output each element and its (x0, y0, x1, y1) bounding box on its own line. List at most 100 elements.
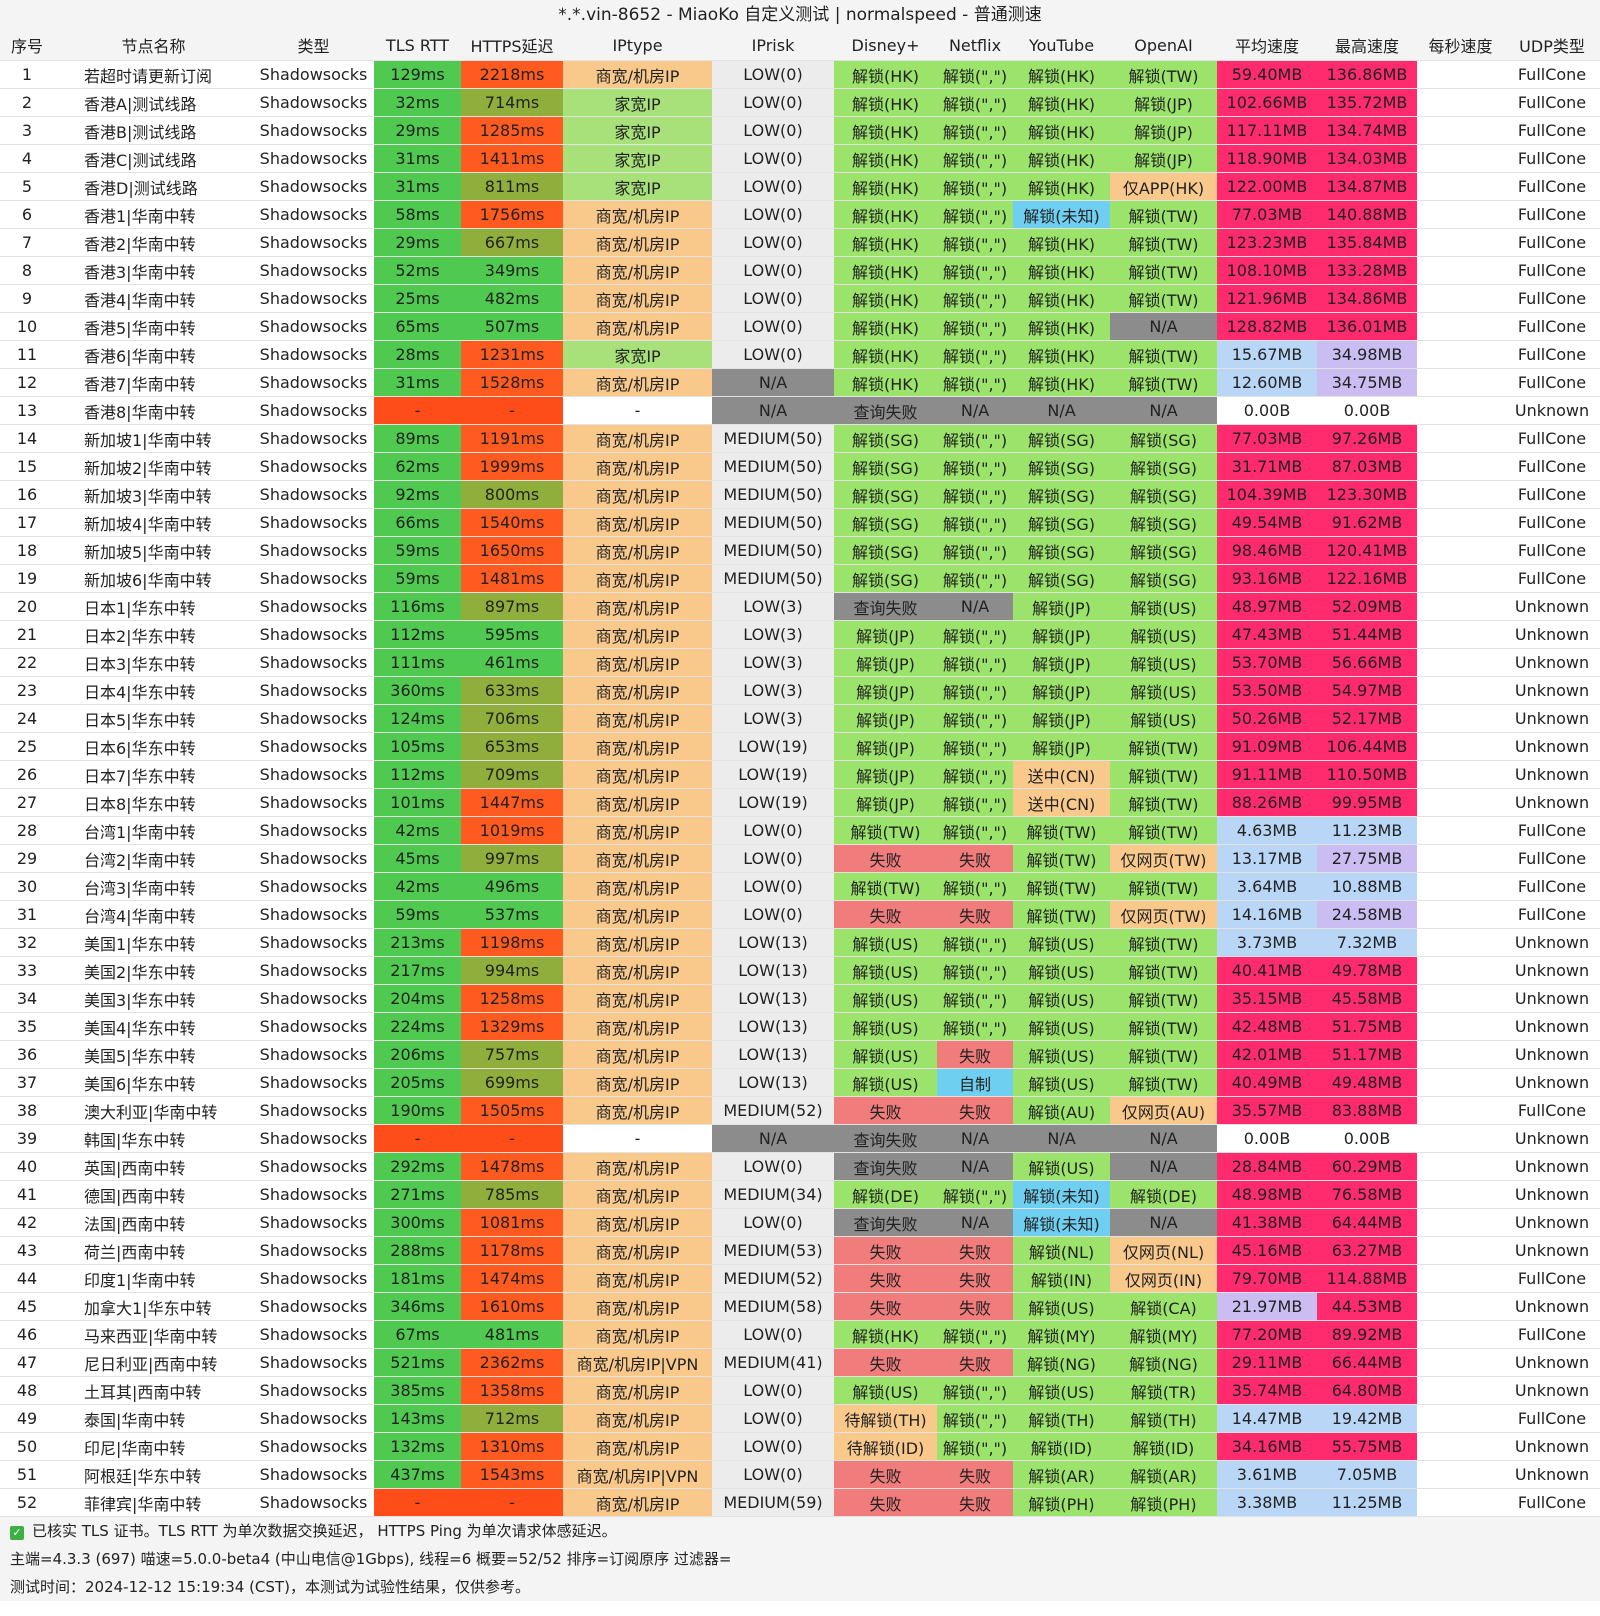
youtube: 解锁(未知) (1013, 200, 1110, 229)
avg-speed: 42.48MB (1217, 1012, 1317, 1041)
row-number: 7 (0, 228, 54, 257)
openai: 解锁(TW) (1110, 732, 1217, 761)
tls-rtt: 42ms (374, 816, 461, 845)
https-delay: 1756ms (461, 200, 563, 229)
check-icon: ✓ (10, 1526, 24, 1540)
table-row: 12 香港7|华南中转 Shadowsocks 31ms 1528ms 商宽/机房IP N/… (0, 368, 1600, 397)
row-number: 35 (0, 1012, 54, 1041)
max-speed: 51.44MB (1317, 620, 1417, 649)
avg-speed: 88.26MB (1217, 788, 1317, 817)
youtube: 解锁(HK) (1013, 228, 1110, 257)
avg-speed: 77.03MB (1217, 200, 1317, 229)
youtube: 解锁(JP) (1013, 732, 1110, 761)
youtube: 解锁(HK) (1013, 116, 1110, 145)
table-row: 18 新加坡5|华南中转 Shadowsocks 59ms 1650ms 商宽/机房IP M… (0, 536, 1600, 565)
max-speed: 11.25MB (1317, 1488, 1417, 1517)
avg-speed: 117.11MB (1217, 116, 1317, 145)
node-name: 新加坡6|华南中转 (54, 564, 253, 593)
max-speed: 0.00B (1317, 1124, 1417, 1153)
protocol: Shadowsocks (253, 1432, 374, 1461)
netflix: 解锁(",") (937, 340, 1013, 369)
table-row: 8 香港3|华南中转 Shadowsocks 52ms 349ms 商宽/机房IP LOW(… (0, 256, 1600, 285)
https-delay: 1191ms (461, 424, 563, 453)
udp-type: FullCone (1504, 508, 1600, 537)
disney: 解锁(JP) (834, 760, 937, 789)
max-speed: 76.58MB (1317, 1180, 1417, 1209)
ip-risk: MEDIUM(58) (712, 1292, 834, 1321)
row-number: 6 (0, 200, 54, 229)
avg-speed: 108.10MB (1217, 256, 1317, 285)
node-name: 香港A|测试线路 (54, 88, 253, 117)
openai: 解锁(NG) (1110, 1348, 1217, 1377)
netflix: 解锁(",") (937, 144, 1013, 173)
tls-rtt: 59ms (374, 536, 461, 565)
openai: 解锁(SG) (1110, 508, 1217, 537)
node-name: 日本7|华东中转 (54, 760, 253, 789)
ip-risk: LOW(13) (712, 956, 834, 985)
udp-type: FullCone (1504, 424, 1600, 453)
ip-risk: LOW(0) (712, 60, 834, 89)
netflix: 解锁(",") (937, 928, 1013, 957)
ip-type: 商宽/机房IP (563, 1040, 712, 1069)
table-row: 13 香港8|华南中转 Shadowsocks - - - N/A 查询失败 N/A N/A N/A… (0, 396, 1600, 425)
protocol: Shadowsocks (253, 1040, 374, 1069)
row-number: 26 (0, 760, 54, 789)
disney: 解锁(US) (834, 1068, 937, 1097)
ip-risk: N/A (712, 368, 834, 397)
tls-rtt: 58ms (374, 200, 461, 229)
avg-speed: 34.16MB (1217, 1432, 1317, 1461)
tls-rtt: 112ms (374, 760, 461, 789)
row-number: 30 (0, 872, 54, 901)
avg-speed: 31.71MB (1217, 452, 1317, 481)
per-second-speed (1417, 1320, 1504, 1349)
node-name: 日本3|华东中转 (54, 648, 253, 677)
ip-type: 商宽/机房IP (563, 984, 712, 1013)
node-name: 泰国|华南中转 (54, 1404, 253, 1433)
udp-type: Unknown (1504, 1012, 1600, 1041)
node-name: 台湾3|华南中转 (54, 872, 253, 901)
avg-speed: 14.16MB (1217, 900, 1317, 929)
per-second-speed (1417, 1124, 1504, 1153)
avg-speed: 28.84MB (1217, 1152, 1317, 1181)
ip-type: 家宽IP (563, 88, 712, 117)
udp-type: FullCone (1504, 60, 1600, 89)
per-second-speed (1417, 1208, 1504, 1237)
table-row: 14 新加坡1|华南中转 Shadowsocks 89ms 1191ms 商宽/机房IP M… (0, 424, 1600, 453)
row-number: 16 (0, 480, 54, 509)
ip-type: 商宽/机房IP (563, 1432, 712, 1461)
udp-type: Unknown (1504, 732, 1600, 761)
max-speed: 140.88MB (1317, 200, 1417, 229)
ip-type: 商宽/机房IP (563, 676, 712, 705)
openai: 解锁(US) (1110, 620, 1217, 649)
youtube: 解锁(IN) (1013, 1264, 1110, 1293)
udp-type: Unknown (1504, 620, 1600, 649)
protocol: Shadowsocks (253, 648, 374, 677)
disney: 失败 (834, 844, 937, 873)
avg-speed: 59.40MB (1217, 60, 1317, 89)
table-row: 43 荷兰|西南中转 Shadowsocks 288ms 1178ms 商宽/机房IP ME… (0, 1236, 1600, 1265)
avg-speed: 48.98MB (1217, 1180, 1317, 1209)
https-delay: 1178ms (461, 1236, 563, 1265)
ip-risk: LOW(0) (712, 256, 834, 285)
udp-type: FullCone (1504, 816, 1600, 845)
max-speed: 87.03MB (1317, 452, 1417, 481)
tls-rtt: 65ms (374, 312, 461, 341)
youtube: 解锁(JP) (1013, 620, 1110, 649)
avg-speed: 35.57MB (1217, 1096, 1317, 1125)
protocol: Shadowsocks (253, 704, 374, 733)
max-speed: 51.17MB (1317, 1040, 1417, 1069)
netflix: 失败 (937, 1460, 1013, 1489)
netflix: N/A (937, 1208, 1013, 1237)
per-second-speed (1417, 1012, 1504, 1041)
ip-type: 商宽/机房IP (563, 732, 712, 761)
netflix: 解锁(",") (937, 1180, 1013, 1209)
column-header: OpenAI (1110, 30, 1217, 61)
youtube: 解锁(TW) (1013, 816, 1110, 845)
ip-type: 商宽/机房IP (563, 1068, 712, 1097)
protocol: Shadowsocks (253, 564, 374, 593)
udp-type: Unknown (1504, 396, 1600, 425)
ip-risk: LOW(3) (712, 704, 834, 733)
openai: N/A (1110, 1124, 1217, 1153)
protocol: Shadowsocks (253, 592, 374, 621)
node-name: 日本1|华东中转 (54, 592, 253, 621)
